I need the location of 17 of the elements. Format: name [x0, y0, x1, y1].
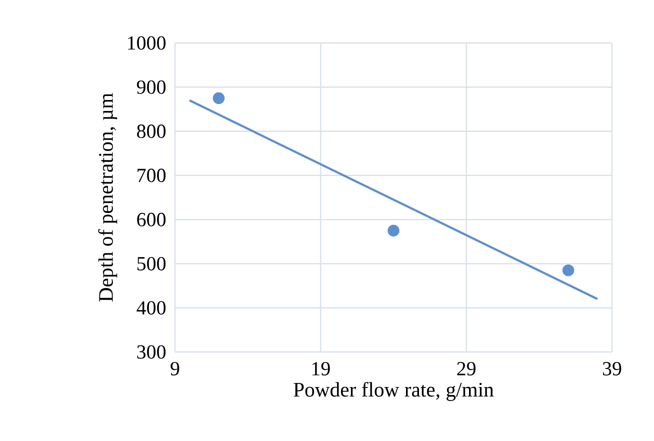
y-tick-label: 700 — [138, 168, 166, 182]
x-tick-label: 39 — [602, 362, 622, 376]
x-tick-label: 19 — [312, 362, 330, 376]
point — [388, 224, 400, 236]
y-tick-label: 1000 — [128, 36, 166, 50]
x-tick-label: 9 — [170, 362, 180, 376]
y-tick-label: 900 — [136, 80, 166, 94]
y-tick-label: 500 — [137, 256, 166, 270]
point — [212, 92, 225, 104]
y-tick-label: 400 — [136, 301, 166, 315]
y-tick-label: 800 — [137, 124, 166, 138]
x-axis-title: Powder flow rate, g/min — [294, 382, 494, 401]
y-tick-label: 300 — [137, 345, 166, 359]
y-tick-label: 600 — [137, 212, 166, 226]
y-axis-title: Depth of penetration, µm — [98, 93, 118, 302]
x-tick-label: 29 — [457, 362, 476, 376]
point — [562, 264, 574, 276]
